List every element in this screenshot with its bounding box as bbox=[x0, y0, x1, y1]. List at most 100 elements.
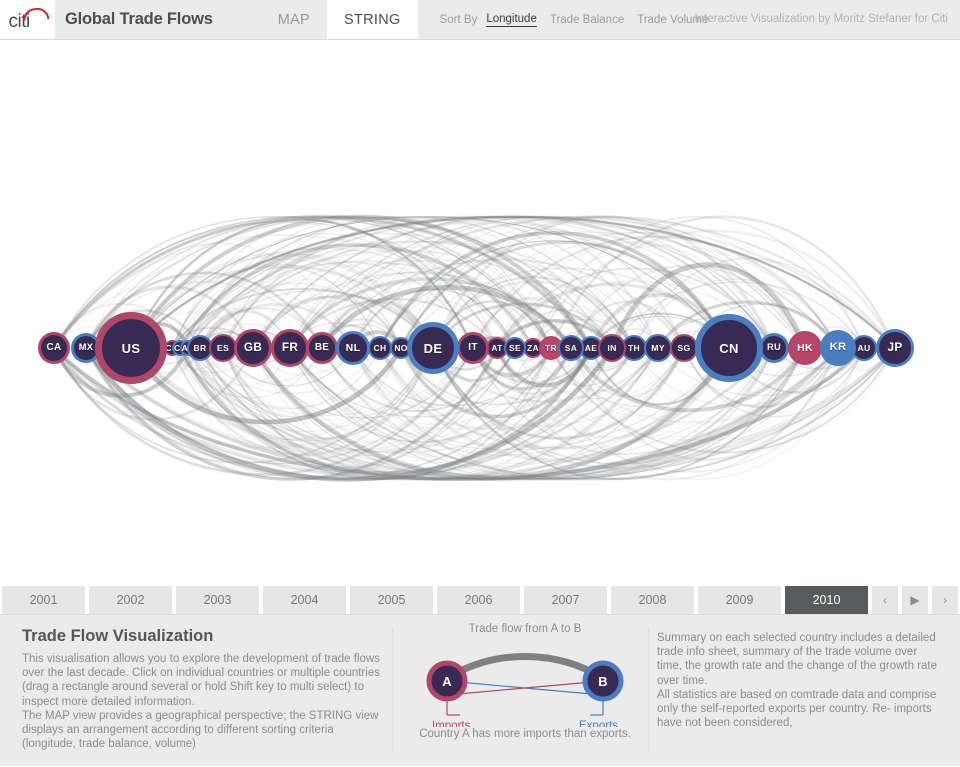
country-node-my[interactable]: MY bbox=[644, 334, 672, 362]
trade-flow-arc bbox=[289, 257, 552, 349]
trade-flow-arc bbox=[179, 347, 592, 480]
citi-logo-text: citi bbox=[8, 10, 31, 32]
citi-logo[interactable]: citi bbox=[0, 0, 55, 39]
trade-flow-arc bbox=[179, 347, 474, 416]
trade-flow-arc bbox=[683, 347, 865, 418]
country-node-sa[interactable]: SA bbox=[558, 335, 584, 361]
year-button-2005[interactable]: 2005 bbox=[350, 586, 433, 614]
country-node-it[interactable]: IT bbox=[457, 332, 489, 364]
trade-flow-arc bbox=[321, 258, 685, 349]
footer-paragraph-3: Summary on each selected country include… bbox=[657, 632, 938, 687]
year-button-2004[interactable]: 2004 bbox=[263, 586, 346, 614]
country-node-de[interactable]: DE bbox=[407, 322, 459, 374]
trade-flow-arc bbox=[128, 345, 404, 425]
year-button-2008[interactable]: 2008 bbox=[611, 586, 694, 614]
trade-flow-arc bbox=[187, 347, 896, 480]
year-button-2003[interactable]: 2003 bbox=[176, 586, 259, 614]
country-node-nl[interactable]: NL bbox=[336, 331, 370, 365]
trade-flow-arc bbox=[179, 215, 635, 349]
country-node-ca[interactable]: CA bbox=[38, 332, 70, 364]
trade-flow-arc bbox=[496, 245, 839, 349]
year-button-2010[interactable]: 2010 bbox=[785, 586, 868, 614]
trade-flow-arc bbox=[400, 347, 685, 428]
country-node-se[interactable]: SE bbox=[504, 337, 526, 359]
country-node-jp[interactable]: JP bbox=[876, 329, 914, 367]
legend-diagram: A B Imports Exports bbox=[426, 653, 624, 727]
country-node-label: IT bbox=[468, 342, 478, 354]
trade-flow-arc bbox=[130, 216, 730, 349]
sort-by-label: Sort By bbox=[439, 13, 478, 26]
country-node-fr[interactable]: FR bbox=[271, 329, 309, 367]
trade-flow-arc bbox=[472, 347, 775, 456]
trade-flow-arc bbox=[251, 294, 435, 350]
year-button-2009[interactable]: 2009 bbox=[698, 586, 781, 614]
country-node-label: MX bbox=[78, 342, 94, 353]
trade-flow-arc bbox=[187, 347, 572, 453]
trade-flow-arc bbox=[83, 345, 615, 482]
country-node-ch[interactable]: CH bbox=[368, 336, 392, 360]
trade-flow-arc bbox=[496, 347, 865, 433]
trade-flow-arc bbox=[289, 259, 534, 349]
trade-flow-arc bbox=[289, 216, 806, 349]
country-node-sg[interactable]: SG bbox=[670, 334, 698, 362]
sort-option-trade-volume[interactable]: Trade Volume bbox=[637, 13, 709, 26]
timeline-play-button[interactable]: ▶ bbox=[902, 586, 928, 614]
sort-option-trade-balance[interactable]: Trade Balance bbox=[549, 13, 625, 26]
trade-flow-arc bbox=[222, 216, 552, 349]
country-node-be[interactable]: BE bbox=[306, 332, 338, 364]
country-node-label: ZA bbox=[527, 342, 539, 353]
country-node-cn[interactable]: CN bbox=[695, 314, 763, 382]
country-node-us[interactable]: US bbox=[95, 312, 167, 384]
timeline-prev-button[interactable]: ‹ bbox=[872, 586, 898, 614]
country-node-es[interactable]: ES bbox=[209, 334, 237, 362]
trade-flow-arc bbox=[633, 347, 839, 407]
year-button-2001[interactable]: 2001 bbox=[2, 586, 85, 614]
trade-flow-arc bbox=[252, 260, 635, 349]
trade-flow-arc bbox=[84, 215, 553, 350]
country-node-gb[interactable]: GB bbox=[234, 329, 272, 367]
trade-flow-arc bbox=[84, 285, 255, 350]
trade-flow-arc bbox=[187, 347, 572, 481]
trade-flow-arc bbox=[85, 216, 613, 349]
country-node-kr[interactable]: KR bbox=[820, 330, 856, 366]
trade-flow-arc bbox=[321, 347, 516, 412]
year-button-2002[interactable]: 2002 bbox=[89, 586, 172, 614]
trade-flow-arc bbox=[379, 216, 806, 349]
trade-flow-arc bbox=[52, 346, 660, 481]
tab-string[interactable]: STRING bbox=[327, 0, 418, 39]
tab-map[interactable]: MAP bbox=[277, 11, 311, 28]
trade-flow-arc bbox=[321, 347, 552, 425]
trade-flow-arc bbox=[656, 300, 840, 350]
trade-flow-arc bbox=[179, 347, 896, 481]
legend-caption: Trade flow from A to B bbox=[468, 623, 582, 635]
trade-flow-arc bbox=[171, 347, 516, 480]
trade-flow-arc bbox=[52, 234, 517, 350]
year-button-2006[interactable]: 2006 bbox=[437, 586, 520, 614]
trade-flow-arc bbox=[171, 263, 381, 349]
trade-flow-arc bbox=[198, 215, 731, 350]
trade-flow-arc bbox=[199, 241, 659, 349]
country-node-label: SE bbox=[509, 342, 521, 353]
trade-flow-arc bbox=[514, 309, 613, 349]
trade-flow-arc bbox=[198, 346, 660, 481]
footer-right-column: Summary on each selected country include… bbox=[657, 631, 942, 730]
trade-flow-arc bbox=[252, 347, 730, 468]
year-timeline[interactable]: 2001 2002 2003 2004 2005 2006 2007 2008 2009 2010… bbox=[0, 586, 960, 614]
sort-option-longitude[interactable]: Longitude bbox=[486, 12, 537, 27]
year-button-2007[interactable]: 2007 bbox=[524, 586, 607, 614]
country-node-hk[interactable]: HK bbox=[788, 331, 822, 365]
trade-flow-arc bbox=[52, 346, 255, 421]
timeline-next-button[interactable]: › bbox=[932, 586, 958, 614]
string-visualization[interactable]: CAMXUSCOCLARBRESGBFRBENLCHNODEITATSEZATR… bbox=[0, 40, 960, 586]
trade-flow-arc bbox=[187, 249, 572, 349]
country-node-in[interactable]: IN bbox=[598, 334, 626, 362]
country-node-ru[interactable]: RU bbox=[759, 333, 789, 363]
trade-flow-arc bbox=[53, 215, 635, 349]
trade-flow-arc bbox=[252, 347, 613, 481]
country-node-label: TR bbox=[545, 342, 557, 353]
trade-flow-arc bbox=[352, 221, 659, 349]
trade-flow-arc bbox=[170, 346, 435, 457]
trade-flow-arc bbox=[222, 347, 659, 480]
trade-flow-arc bbox=[471, 346, 593, 384]
trade-flow-arc bbox=[53, 347, 434, 464]
